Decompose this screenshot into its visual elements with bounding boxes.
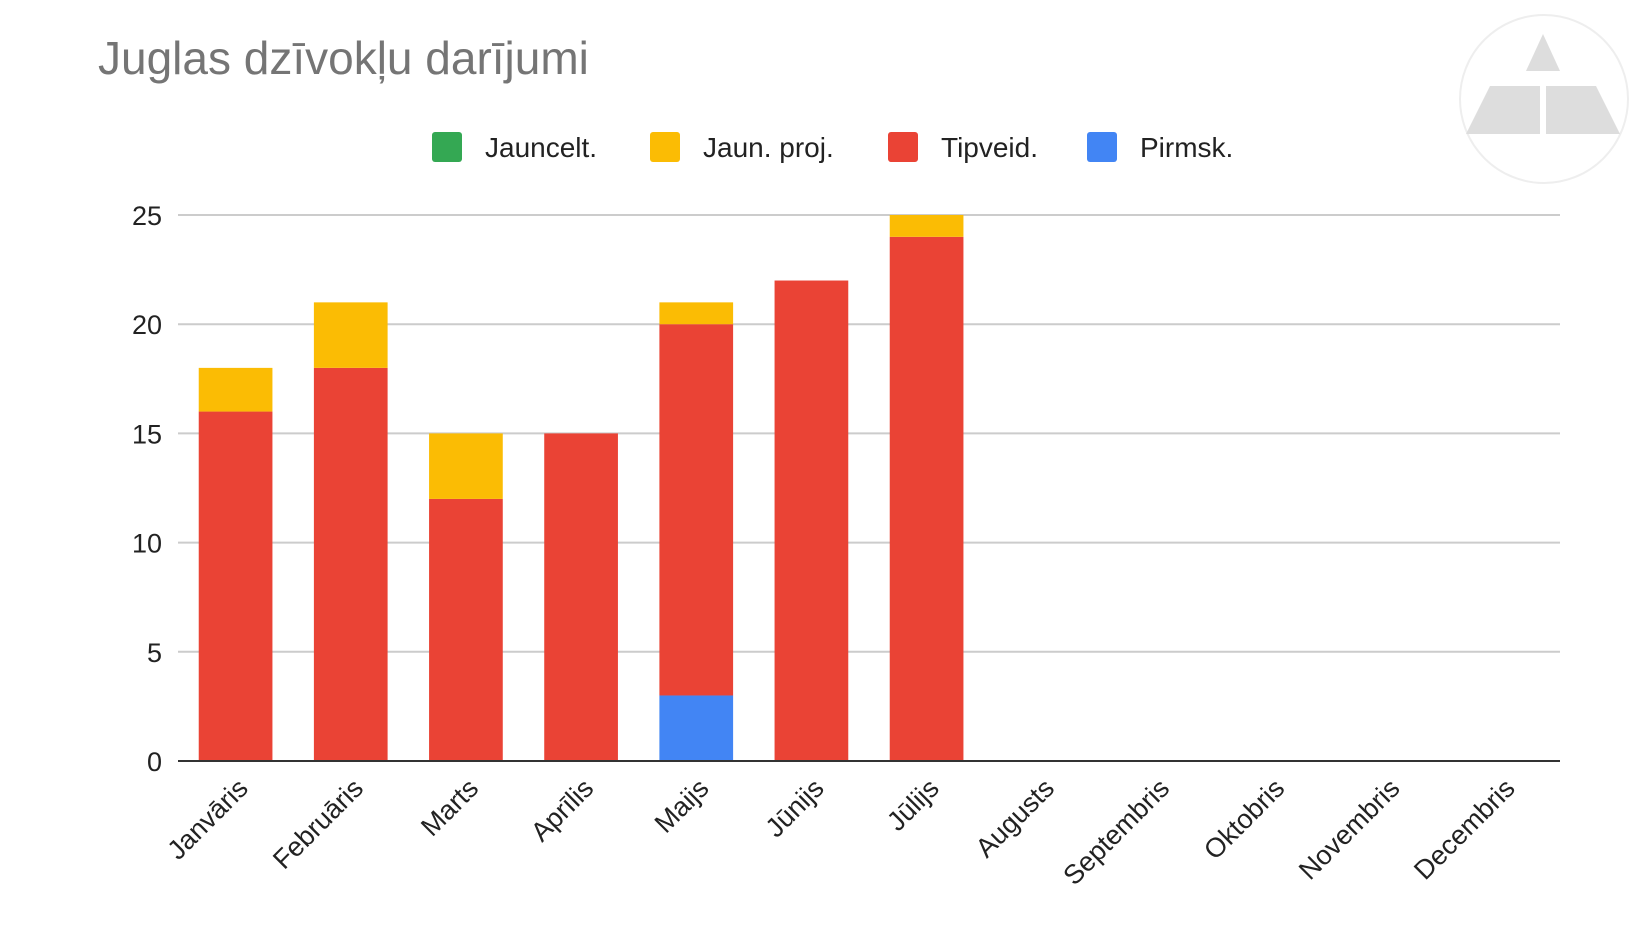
bar-jaunproj-4 bbox=[659, 302, 734, 325]
legend: Jauncelt. Jaun. proj. Tipveid. Pirmsk. bbox=[432, 132, 1233, 163]
grid-lines bbox=[178, 214, 1560, 653]
bar-tipveid-3 bbox=[544, 433, 618, 761]
bars bbox=[198, 215, 964, 762]
bar-jaunproj-6 bbox=[889, 215, 964, 237]
x-tick-label: Septembris bbox=[1057, 773, 1175, 891]
bar-jaunproj-1 bbox=[313, 302, 388, 368]
legend-label: Tipveid. bbox=[941, 132, 1038, 163]
bar-tipveid-2 bbox=[429, 498, 503, 761]
legend-label: Jauncelt. bbox=[485, 132, 597, 163]
legend-label: Pirmsk. bbox=[1140, 132, 1233, 163]
legend-swatch bbox=[650, 132, 680, 162]
bar-tipveid-1 bbox=[313, 367, 388, 761]
bar-tipveid-6 bbox=[889, 236, 964, 762]
y-tick-label: 15 bbox=[132, 419, 162, 449]
x-axis-ticks: Janvāris Februāris Marts Aprīlis Maijs Jūnijs… bbox=[162, 773, 1521, 891]
x-tick-label: Jūlijs bbox=[881, 773, 945, 837]
x-tick-label: Februāris bbox=[267, 773, 369, 875]
x-tick-label: Janvāris bbox=[162, 773, 254, 865]
x-tick-label: Augusts bbox=[970, 773, 1060, 863]
chart-title: Juglas dzīvokļu darījumi bbox=[98, 32, 589, 84]
legend-swatch bbox=[432, 132, 462, 162]
triangle-logo-icon bbox=[1459, 14, 1629, 184]
y-tick-label: 20 bbox=[132, 310, 162, 340]
x-tick-label: Jūnijs bbox=[760, 773, 830, 843]
y-tick-label: 0 bbox=[147, 747, 162, 777]
x-tick-label: Decembris bbox=[1408, 773, 1520, 885]
x-tick-label: Marts bbox=[415, 773, 484, 842]
x-tick-label: Maijs bbox=[649, 773, 715, 839]
y-axis-ticks: 0 5 10 15 20 25 bbox=[132, 201, 162, 777]
x-tick-label: Aprīlis bbox=[525, 773, 599, 847]
y-tick-label: 25 bbox=[132, 201, 162, 231]
y-tick-label: 5 bbox=[147, 638, 162, 668]
y-tick-label: 10 bbox=[132, 529, 162, 559]
bar-pirmsk-4 bbox=[659, 695, 734, 761]
legend-label: Jaun. proj. bbox=[703, 132, 834, 163]
x-tick-label: Oktobris bbox=[1198, 773, 1290, 865]
bar-jaunproj-0 bbox=[198, 367, 273, 412]
legend-swatch bbox=[1087, 132, 1117, 162]
bar-tipveid-0 bbox=[198, 411, 273, 761]
bar-tipveid-4 bbox=[659, 324, 734, 696]
x-tick-label: Novembris bbox=[1293, 773, 1405, 885]
legend-swatch bbox=[888, 132, 918, 162]
bar-jaunproj-2 bbox=[429, 433, 503, 499]
bar-tipveid-5 bbox=[774, 280, 849, 761]
